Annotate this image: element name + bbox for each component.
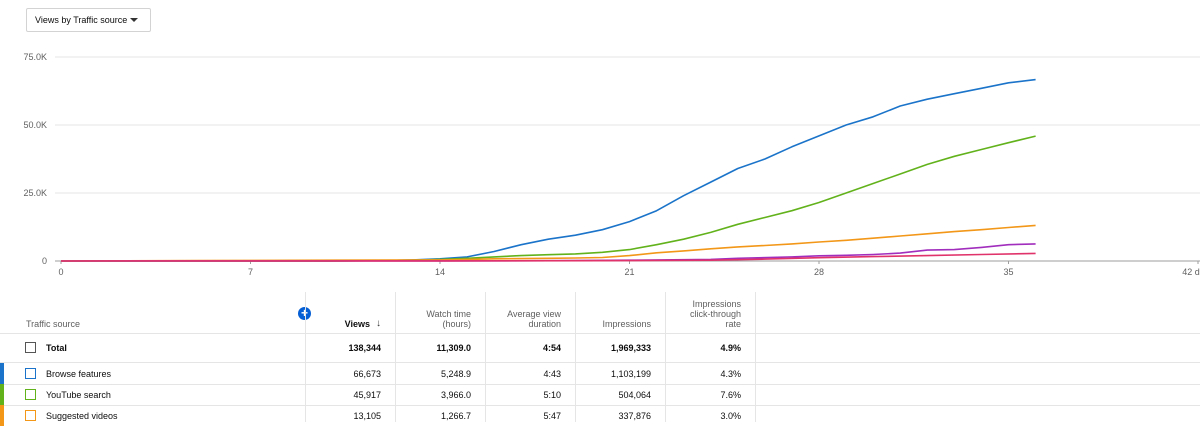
header-ctr[interactable]: Impressions click-through rate <box>665 292 755 333</box>
column-divider <box>755 292 756 422</box>
header-views-label: Views <box>344 319 370 329</box>
header-ctr-line3: rate <box>725 319 741 329</box>
row-source-name: YouTube search <box>46 389 111 400</box>
column-divider <box>575 292 576 422</box>
row-divider <box>0 405 1200 406</box>
row-checkbox[interactable] <box>25 368 36 379</box>
row-views: 45,917 <box>353 389 381 400</box>
row-watch-time: 5,248.9 <box>440 368 471 379</box>
total-views: 138,344 <box>348 342 381 353</box>
total-divider <box>0 362 1200 363</box>
row-ctr: 4.3% <box>720 368 741 379</box>
header-views[interactable]: Views ↓ <box>305 292 395 333</box>
series-line <box>61 135 1036 262</box>
y-tick-label: 75.0K <box>23 52 47 62</box>
row-avg-duration: 5:47 <box>543 410 561 421</box>
y-tick-label: 50.0K <box>23 120 47 130</box>
row-views: 66,673 <box>353 368 381 379</box>
x-tick-label: 35 <box>1003 267 1013 277</box>
header-avg-line2: duration <box>528 319 561 329</box>
row-source-name: Suggested videos <box>46 410 118 421</box>
header-average-view-duration[interactable]: Average view duration <box>485 292 575 333</box>
total-watch-time: 11,309.0 <box>436 342 471 353</box>
header-avg-line1: Average view <box>507 309 561 319</box>
header-traffic-source-label: Traffic source <box>26 319 81 329</box>
series-line <box>61 78 1036 262</box>
y-tick-label: 25.0K <box>23 188 47 198</box>
total-checkbox[interactable] <box>25 342 36 353</box>
x-tick-label: 42 days <box>1182 267 1200 277</box>
x-tick-label: 21 <box>624 267 634 277</box>
arrow-down-icon: ↓ <box>376 318 381 329</box>
header-traffic-source[interactable]: Traffic source <box>0 292 305 333</box>
total-avg-duration: 4:54 <box>542 342 561 353</box>
table-row[interactable]: YouTube search 45,917 3,966.0 5:10 504,0… <box>0 384 1200 405</box>
column-divider <box>305 292 306 422</box>
row-divider <box>0 384 1200 385</box>
table-row[interactable]: Suggested videos 13,105 1,266.7 5:47 337… <box>0 405 1200 426</box>
row-impressions: 1,103,199 <box>610 368 651 379</box>
column-divider <box>395 292 396 422</box>
row-avg-duration: 4:43 <box>543 368 561 379</box>
row-checkbox[interactable] <box>25 410 36 421</box>
header-watch-time-line1: Watch time <box>426 309 471 319</box>
x-tick-label: 0 <box>58 267 63 277</box>
table-row-total[interactable]: Total 138,344 11,309.0 4:54 1,969,333 4.… <box>0 337 1200 358</box>
header-impressions-label: Impressions <box>602 319 651 329</box>
row-watch-time: 3,966.0 <box>440 389 471 400</box>
header-watch-time-line2: (hours) <box>442 319 471 329</box>
series-color-bar <box>0 405 4 426</box>
series-line <box>60 224 1036 262</box>
views-line-chart: 0 25.0K 50.0K 75.0K 0 7 14 21 28 35 42 days <box>23 52 1200 277</box>
row-impressions: 504,064 <box>618 389 651 400</box>
add-metric-plus-icon[interactable]: + <box>298 307 311 320</box>
column-divider <box>665 292 666 422</box>
total-ctr: 4.9% <box>720 342 741 353</box>
caret-down-icon <box>130 18 138 22</box>
y-tick-label: 0 <box>42 256 47 266</box>
series-color-bar <box>0 384 4 405</box>
series-line <box>60 252 1036 262</box>
table-header: Traffic source + Views ↓ Watch time(hour… <box>0 292 1200 333</box>
total-label: Total <box>46 342 67 353</box>
x-tick-label: 28 <box>814 267 824 277</box>
header-impressions[interactable]: Impressions <box>575 292 665 333</box>
row-ctr: 3.0% <box>720 410 741 421</box>
row-avg-duration: 5:10 <box>543 389 561 400</box>
table-row[interactable]: Browse features 66,673 5,248.9 4:43 1,10… <box>0 363 1200 384</box>
metric-dropdown[interactable]: Views by Traffic source <box>26 8 151 32</box>
row-ctr: 7.6% <box>720 389 741 400</box>
series-color-bar <box>0 363 4 384</box>
column-divider <box>485 292 486 422</box>
total-impressions: 1,969,333 <box>610 342 651 353</box>
row-checkbox[interactable] <box>25 389 36 400</box>
header-ctr-line2: click-through <box>689 309 741 319</box>
header-ctr-line1: Impressions <box>692 299 741 309</box>
row-source-name: Browse features <box>46 368 112 379</box>
row-impressions: 337,876 <box>618 410 651 421</box>
row-views: 13,105 <box>353 410 381 421</box>
metric-dropdown-label: Views by Traffic source <box>35 15 128 25</box>
row-watch-time: 1,266.7 <box>440 410 471 421</box>
x-tick-label: 14 <box>435 267 445 277</box>
x-tick-label: 7 <box>248 267 253 277</box>
header-watch-time[interactable]: Watch time (hours) <box>395 292 485 333</box>
header-divider <box>0 333 1200 334</box>
